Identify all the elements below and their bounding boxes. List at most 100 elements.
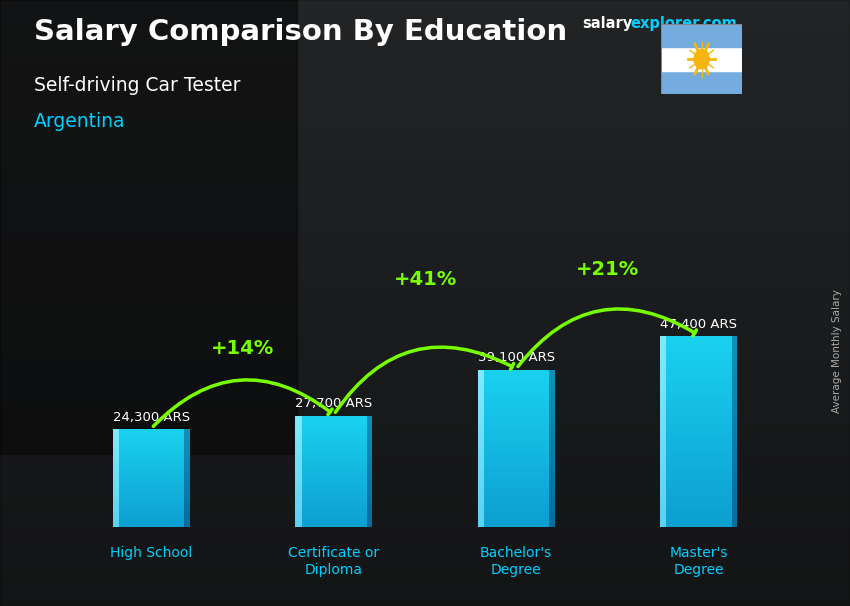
Bar (184, 523, 190, 524)
Bar (478, 479, 484, 480)
Bar (478, 456, 554, 458)
Bar (660, 357, 666, 359)
Bar (478, 451, 484, 453)
Bar (184, 524, 190, 525)
Bar (660, 444, 737, 446)
Bar (660, 521, 666, 522)
Bar (660, 397, 666, 398)
Bar (478, 489, 484, 490)
Bar (660, 362, 666, 363)
Bar (478, 411, 484, 413)
Bar (732, 473, 737, 474)
Bar (660, 484, 737, 486)
Bar (113, 467, 190, 468)
Bar (732, 373, 737, 375)
Bar (366, 492, 372, 493)
Bar (660, 514, 737, 516)
Bar (660, 505, 666, 507)
Bar (296, 506, 372, 507)
Bar (478, 490, 484, 492)
Bar (478, 524, 484, 525)
Bar (660, 354, 737, 355)
Bar (296, 445, 372, 446)
Bar (113, 514, 119, 515)
Bar (113, 513, 119, 514)
Bar (549, 404, 554, 405)
Bar (113, 473, 119, 474)
Bar (366, 438, 372, 439)
Bar (660, 482, 737, 484)
Bar (478, 450, 554, 451)
Bar (478, 387, 554, 388)
Bar (478, 521, 554, 522)
Bar (660, 499, 666, 500)
Bar (660, 341, 737, 342)
Bar (296, 487, 372, 488)
Bar (478, 426, 554, 427)
Bar (478, 405, 484, 407)
Bar (296, 468, 302, 470)
Bar (549, 429, 554, 430)
Bar (478, 492, 554, 493)
Bar (549, 522, 554, 524)
Bar (113, 485, 190, 487)
Bar (478, 418, 484, 419)
Bar (549, 494, 554, 496)
Bar (113, 478, 190, 479)
Bar (366, 424, 372, 425)
Bar (660, 381, 666, 382)
Bar (660, 390, 666, 392)
Bar (549, 472, 554, 473)
Bar (113, 518, 119, 519)
Bar (296, 485, 372, 486)
Bar (549, 415, 554, 416)
Bar (184, 440, 190, 441)
Bar (549, 485, 554, 487)
Bar (660, 393, 737, 395)
Bar (296, 431, 302, 432)
Bar (478, 438, 554, 439)
Bar (549, 459, 554, 461)
Bar (184, 490, 190, 491)
Bar (660, 514, 666, 516)
Bar (549, 395, 554, 396)
Bar (478, 482, 554, 484)
Bar (113, 494, 190, 495)
Bar (184, 518, 190, 519)
Bar (478, 488, 554, 489)
Bar (660, 418, 737, 419)
Bar (296, 458, 372, 459)
Bar (113, 497, 119, 498)
Bar (296, 522, 302, 524)
Bar (184, 457, 190, 458)
Bar (366, 441, 372, 442)
Bar (732, 363, 737, 365)
Bar (660, 430, 737, 431)
Bar (184, 504, 190, 505)
Bar (113, 499, 119, 501)
Bar (478, 521, 484, 522)
Bar (478, 374, 484, 375)
Bar (660, 370, 666, 371)
Bar (478, 370, 554, 371)
Bar (296, 488, 302, 489)
Bar (732, 433, 737, 435)
Bar (732, 491, 737, 492)
Bar (478, 434, 484, 435)
Bar (478, 511, 484, 513)
Bar (296, 472, 372, 473)
Text: salary: salary (582, 16, 632, 31)
Bar (113, 491, 190, 492)
Bar (113, 497, 190, 498)
Bar (549, 407, 554, 408)
Bar (478, 431, 484, 433)
Bar (549, 474, 554, 476)
Bar (113, 471, 190, 473)
Bar (478, 451, 554, 453)
Bar (549, 500, 554, 501)
Bar (184, 505, 190, 506)
Bar (660, 403, 737, 405)
Bar (184, 447, 190, 448)
Bar (660, 519, 737, 521)
Bar (296, 516, 372, 517)
